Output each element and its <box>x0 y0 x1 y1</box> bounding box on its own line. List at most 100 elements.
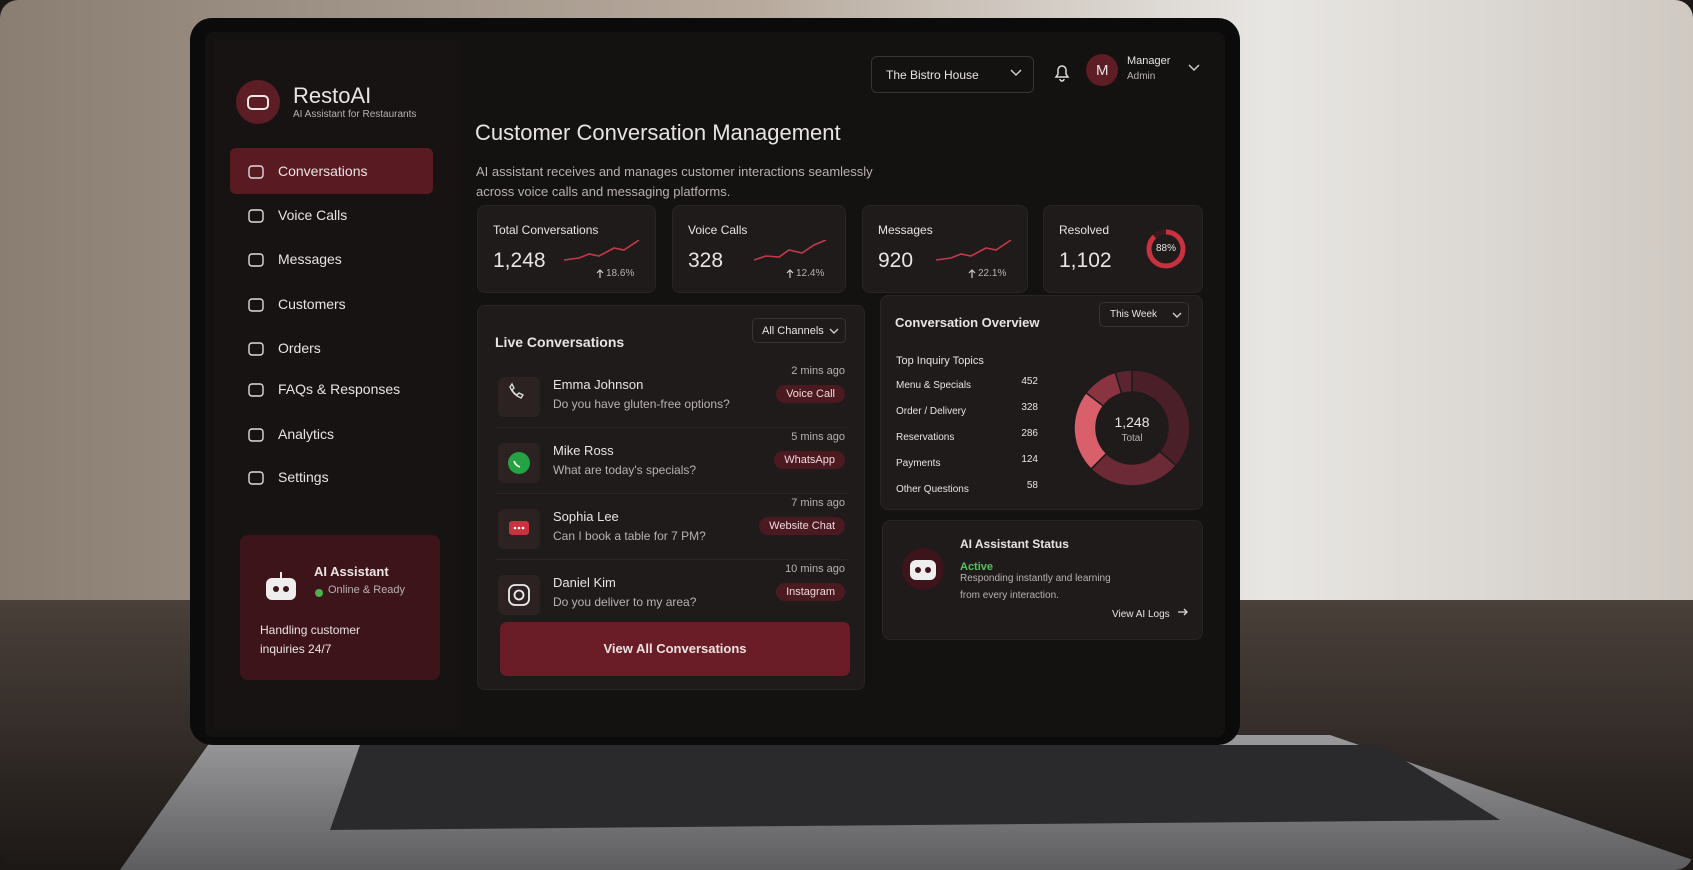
stat-change: 12.4% <box>796 268 825 279</box>
contact-name: Daniel Kim <box>553 575 616 590</box>
nav-item[interactable]: Messages <box>278 251 342 267</box>
up-arrow <box>786 269 794 278</box>
icon-part <box>513 589 525 601</box>
page-title: Customer Conversation Management <box>475 120 841 145</box>
icon-part <box>498 575 540 615</box>
icon-part <box>925 567 931 573</box>
stat-change: 18.6% <box>606 268 635 279</box>
topic-label: Reservations <box>896 432 955 443</box>
chevron <box>829 328 839 334</box>
chevron <box>1172 312 1182 318</box>
message-time: 2 mins ago <box>791 365 845 377</box>
status-link[interactable]: View AI Logs <box>1112 609 1170 620</box>
period: This Week <box>1110 309 1158 320</box>
message-time: 10 mins ago <box>785 563 845 575</box>
resolved-arc <box>1146 229 1186 269</box>
sparkline <box>564 240 640 261</box>
logo <box>236 80 280 124</box>
channel-icon <box>498 443 540 483</box>
divider <box>495 427 847 428</box>
contact-name: Sophia Lee <box>553 509 619 524</box>
nav-item[interactable]: FAQs & Responses <box>278 381 401 397</box>
icon-part <box>517 526 521 530</box>
location: The Bistro House <box>886 68 979 82</box>
view-all-button[interactable] <box>500 622 850 676</box>
icon-part <box>248 383 264 397</box>
nav-icon <box>248 165 264 179</box>
brand-name: RestoAI <box>293 83 372 108</box>
topic-label: Menu & Specials <box>896 380 972 391</box>
topic-count: 452 <box>1021 376 1038 387</box>
icon-part <box>248 428 264 442</box>
status-robot <box>902 548 944 590</box>
icon-part <box>754 240 827 261</box>
channel-filter[interactable] <box>752 318 846 343</box>
icon-part <box>248 342 264 356</box>
online-dot <box>315 589 323 597</box>
up-arrow <box>596 269 604 278</box>
keyboard <box>330 745 1500 830</box>
topic-label: Other Questions <box>896 484 969 495</box>
nav-item[interactable]: Conversations <box>278 163 368 179</box>
icon-part <box>968 269 976 278</box>
icon-part <box>1010 69 1022 77</box>
icon-part <box>1086 54 1118 86</box>
contact-name: Emma Johnson <box>553 377 644 392</box>
nav-item[interactable]: Settings <box>278 469 329 485</box>
channel-badge: Voice Call <box>776 385 845 403</box>
channel-icon <box>498 509 540 549</box>
contact-message: What are today's specials? <box>553 463 697 477</box>
stat-value: 1,248 <box>493 249 546 272</box>
overview-title: Conversation Overview <box>895 315 1040 330</box>
icon-part <box>829 328 839 334</box>
status-description: Responding instantly and learning from e… <box>960 573 1111 601</box>
icon-part <box>786 269 794 278</box>
message-time: 5 mins ago <box>791 431 845 443</box>
icon-part <box>508 584 530 606</box>
bell-icon[interactable] <box>1053 63 1071 83</box>
nav-icon <box>248 209 264 223</box>
contact-message: Can I book a table for 7 PM? <box>553 529 706 543</box>
location-select[interactable] <box>871 56 1034 93</box>
stat-value: 328 <box>688 249 724 272</box>
topic-count: 58 <box>1026 480 1038 491</box>
contact-message: Do you deliver to my area? <box>553 595 697 609</box>
assistant-description: Handling customer inquiries 24/7 <box>260 623 361 657</box>
status-title: AI Assistant Status <box>960 537 1069 551</box>
brand-tagline: AI Assistant for Restaurants <box>293 109 417 120</box>
donut-total-label: Total <box>1121 433 1143 444</box>
channel-badge: Instagram <box>776 583 845 601</box>
icon-part <box>248 471 264 485</box>
nav-icon <box>248 298 264 312</box>
user-name: Manager <box>1127 55 1171 67</box>
nav-icon <box>248 342 264 356</box>
nav-item[interactable]: Customers <box>278 296 346 312</box>
channel-icon <box>498 575 540 615</box>
stat-value: 1,102 <box>1059 249 1112 272</box>
stat-label: Resolved <box>1059 223 1110 237</box>
icon-part <box>915 567 921 573</box>
assistant-card <box>240 535 440 680</box>
icon-part <box>564 240 640 261</box>
nav-item[interactable]: Voice Calls <box>278 207 348 223</box>
channel-badge: WhatsApp <box>774 451 845 469</box>
nav-active <box>230 148 433 194</box>
contact-message: Do you have gluten-free options? <box>553 397 730 411</box>
avatar[interactable] <box>1086 54 1118 86</box>
topic-count: 124 <box>1021 454 1038 465</box>
icon-part <box>248 253 264 267</box>
nav-item[interactable]: Analytics <box>278 426 335 442</box>
icon-part <box>596 269 604 278</box>
sparkline <box>754 240 827 261</box>
stat-card <box>1043 205 1203 293</box>
icon-part <box>1178 608 1188 616</box>
stat-value: 920 <box>878 249 914 272</box>
period-select[interactable] <box>1099 302 1189 327</box>
stat-label: Messages <box>878 223 933 237</box>
chevron <box>1188 64 1200 72</box>
icon-part <box>248 298 264 312</box>
nav-item[interactable]: Orders <box>278 340 321 356</box>
status-state: Active <box>960 561 994 573</box>
icon-part <box>910 560 936 580</box>
